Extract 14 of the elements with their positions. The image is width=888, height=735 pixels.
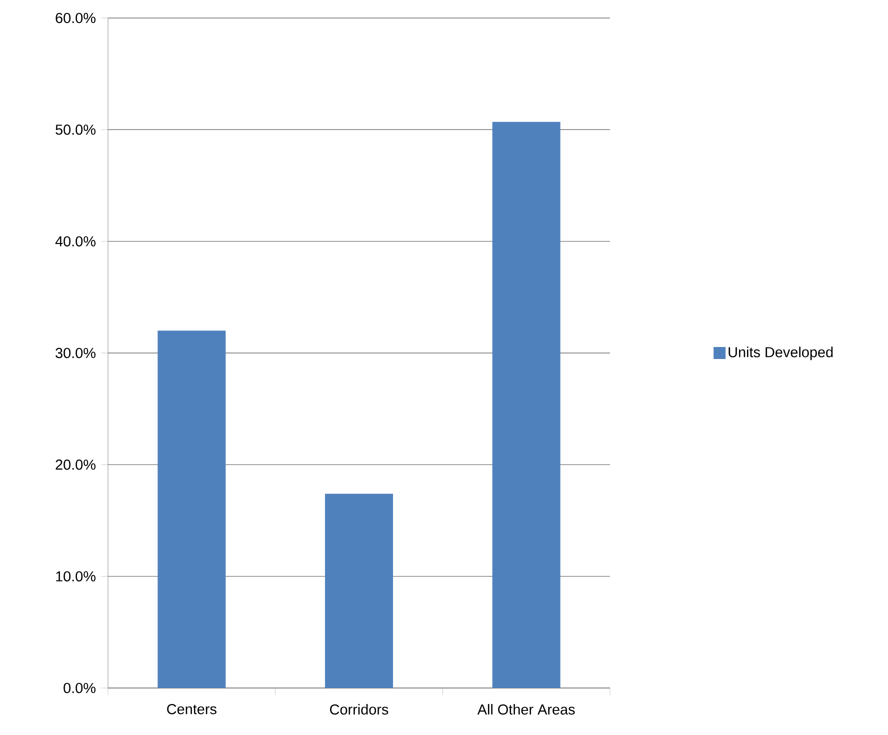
y-tick-label: 60.0% (56, 12, 96, 24)
y-tick-label: 30.0% (56, 348, 96, 358)
x-tick-label: Centers (167, 704, 216, 714)
y-tick-label: 20.0% (56, 460, 96, 470)
y-tick-label: 0.0% (64, 682, 96, 694)
x-tick-label: All Other Areas (477, 704, 575, 715)
x-tick-label: Corridors (330, 704, 388, 715)
y-tick-label: 40.0% (55, 236, 96, 246)
bar (325, 494, 394, 688)
bar (492, 122, 560, 688)
bar (158, 330, 226, 688)
y-tick-label: 50.0% (56, 124, 96, 135)
legend-label: Units Developed (728, 346, 833, 360)
y-tick-label: 10.0% (56, 571, 96, 582)
